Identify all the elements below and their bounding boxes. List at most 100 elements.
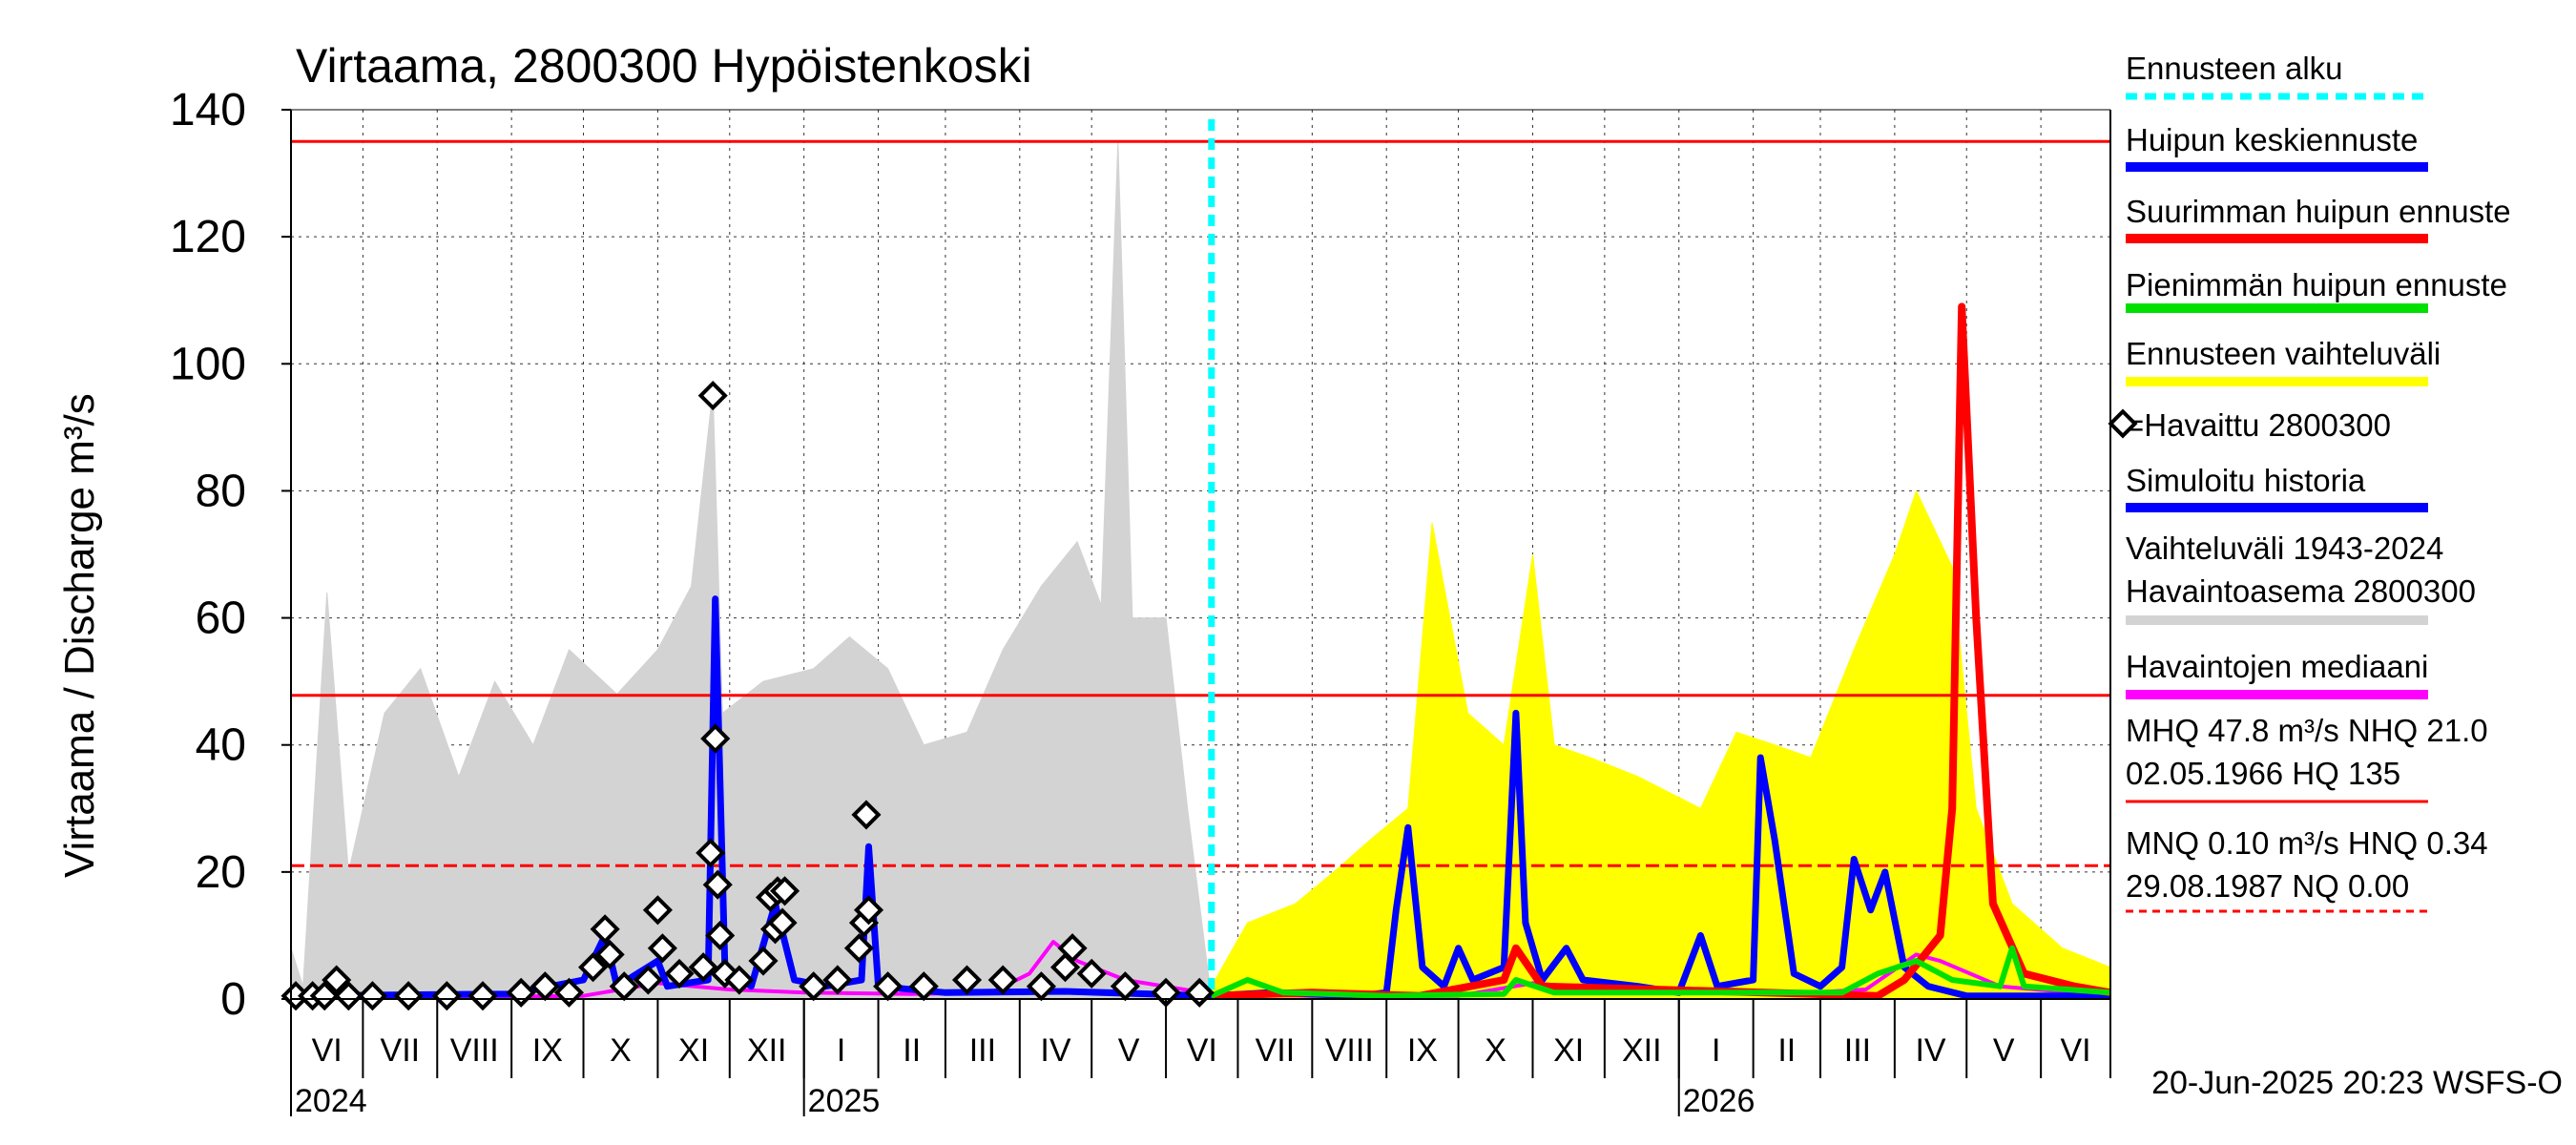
legend-label: 29.08.1987 NQ 0.00 — [2126, 868, 2409, 904]
x-month-label: XII — [1622, 1032, 1662, 1069]
observed-point — [688, 952, 718, 983]
observed-point — [767, 907, 798, 938]
observed-point — [724, 965, 755, 995]
legend-label: =Havaittu 2800300 — [2126, 407, 2391, 443]
y-tick-label: 140 — [170, 85, 246, 135]
observed-point — [280, 981, 311, 1011]
observed-point — [951, 965, 983, 995]
observed-point — [843, 933, 875, 964]
observed-point — [908, 971, 939, 1002]
legend-label: Ennusteen vaihteluväli — [2126, 336, 2441, 371]
observed-point — [1076, 958, 1107, 989]
x-month-label: VII — [381, 1032, 421, 1069]
observed-point — [770, 876, 800, 906]
observed-point — [393, 981, 424, 1011]
x-month-label: IV — [1915, 1032, 1945, 1069]
x-month-label: II — [903, 1032, 921, 1069]
observed-point — [799, 971, 829, 1002]
y-tick-label: 0 — [220, 974, 246, 1025]
observed-point — [822, 965, 853, 995]
x-month-label: XI — [678, 1032, 709, 1069]
observed-point — [357, 981, 387, 1011]
legend-marker — [2108, 408, 2138, 439]
observed-point — [578, 952, 609, 983]
x-year-label: 2024 — [295, 1083, 367, 1119]
observed-point — [697, 381, 728, 411]
observed-point — [609, 971, 639, 1002]
y-tick-label: 20 — [196, 847, 246, 898]
legend-label: 02.05.1966 HQ 135 — [2126, 756, 2400, 791]
legend-label: Vaihteluväli 1943-2024 — [2126, 531, 2443, 566]
observed-point — [1057, 933, 1088, 964]
x-month-label: III — [969, 1032, 996, 1069]
y-tick-label: 120 — [170, 212, 246, 262]
observed-point — [705, 920, 736, 951]
y-tick-label: 60 — [196, 593, 246, 644]
observed-point — [696, 838, 726, 868]
legend-label: Simuloitu historia — [2126, 463, 2366, 498]
line-series — [1211, 302, 2111, 1000]
observed-point — [702, 869, 733, 900]
legend-label: Havaintoasema 2800300 — [2126, 573, 2476, 609]
x-month-label: X — [610, 1032, 632, 1069]
legend-label: MNQ 0.10 m³/s HNQ 0.34 — [2126, 825, 2488, 861]
observed-point — [594, 939, 625, 969]
x-month-label: VIII — [450, 1032, 499, 1069]
band-series — [290, 141, 1213, 1000]
x-month-label: I — [837, 1032, 845, 1069]
x-month-label: IX — [532, 1032, 563, 1069]
observed-point — [987, 965, 1018, 995]
x-month-label: I — [1712, 1032, 1720, 1069]
x-month-label: VII — [1256, 1032, 1296, 1069]
x-year-label: 2025 — [808, 1083, 881, 1119]
observed-point — [748, 946, 779, 976]
x-month-label: III — [1844, 1032, 1871, 1069]
y-tick-label: 80 — [196, 466, 246, 516]
y-axis-label: Virtaama / Discharge m³/s — [56, 393, 103, 878]
legend-label: Havaintojen mediaani — [2126, 649, 2428, 684]
observed-point — [590, 914, 620, 945]
chart-title: Virtaama, 2800300 Hypöistenkoski — [296, 39, 1032, 93]
legend-label: Huipun keskiennuste — [2126, 122, 2418, 157]
x-month-label: IX — [1407, 1032, 1438, 1069]
legend-label: Pienimmän huipun ennuste — [2126, 267, 2507, 302]
observed-point — [467, 981, 498, 1011]
x-month-label: VI — [2061, 1032, 2091, 1069]
legend-label: Suurimman huipun ennuste — [2126, 194, 2511, 229]
legend: Ennusteen alku Huipun keskiennuste Suurimm… — [2108, 51, 2511, 913]
observed-point — [700, 723, 731, 754]
observed-point — [642, 895, 673, 926]
x-month-label: V — [1118, 1032, 1140, 1069]
line-series — [1210, 945, 2111, 999]
observed-point — [431, 981, 462, 1011]
observed-point — [1026, 971, 1056, 1002]
x-month-label: VIII — [1325, 1032, 1374, 1069]
observed-point — [647, 933, 677, 964]
x-month-label: XII — [747, 1032, 787, 1069]
observed-point — [1110, 971, 1140, 1002]
observed-point — [851, 800, 882, 830]
x-month-label: X — [1485, 1032, 1506, 1069]
y-tick-label: 100 — [170, 339, 246, 389]
x-year-label: 2026 — [1683, 1083, 1755, 1119]
legend-label: Ennusteen alku — [2126, 51, 2343, 86]
observed-point — [309, 981, 340, 1011]
x-month-label: VI — [312, 1032, 343, 1069]
observed-point — [633, 965, 663, 995]
observed-point — [853, 895, 884, 926]
footer-timestamp: 20-Jun-2025 20:23 WSFS-O — [2151, 1065, 2563, 1101]
x-month-label: II — [1777, 1032, 1796, 1069]
observed-point — [530, 971, 560, 1002]
observed-point — [322, 965, 352, 995]
x-month-label: VI — [1187, 1032, 1217, 1069]
x-month-label: IV — [1040, 1032, 1070, 1069]
observed-point — [333, 981, 364, 1011]
observed-point — [873, 971, 904, 1002]
legend-label: MHQ 47.8 m³/s NHQ 21.0 — [2126, 713, 2488, 748]
y-tick-label: 40 — [196, 720, 246, 771]
x-month-label: V — [1993, 1032, 2015, 1069]
x-month-label: XI — [1553, 1032, 1584, 1069]
observed-point — [664, 958, 695, 989]
